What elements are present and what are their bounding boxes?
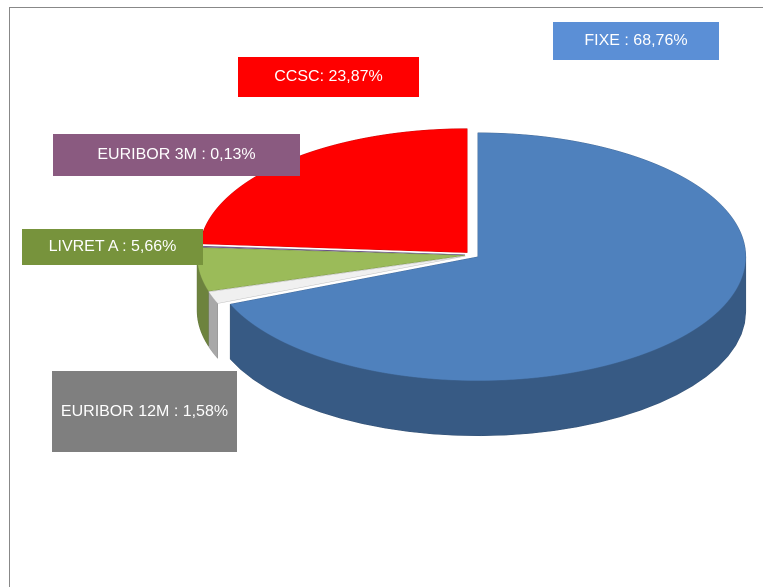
slice xyxy=(229,132,747,382)
side-walls xyxy=(196,255,747,437)
slice xyxy=(208,255,466,304)
top-faces xyxy=(196,128,747,382)
chart-frame xyxy=(9,7,763,587)
data-label: EURIBOR 3M : 0,13% xyxy=(53,134,300,176)
data-label: EURIBOR 12M : 1,58% xyxy=(52,371,237,452)
data-label: LIVRET A : 5,66% xyxy=(22,229,203,265)
data-label: CCSC: 23,87% xyxy=(238,57,419,97)
data-label: FIXE : 68,76% xyxy=(553,22,719,60)
